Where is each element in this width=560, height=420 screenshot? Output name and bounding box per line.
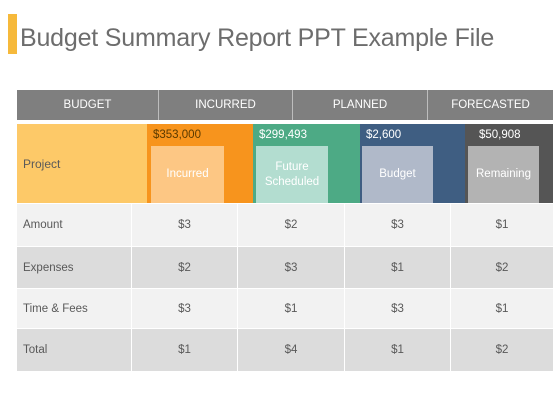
header-forecasted: FORECASTED (451, 99, 530, 111)
budget-block: $2,600 Budget (360, 124, 465, 203)
remaining-value: $50,908 (479, 129, 521, 141)
incurred-card: Incurred (151, 146, 224, 203)
table-cell: $4 (238, 329, 345, 371)
page-title: Budget Summary Report PPT Example File (20, 24, 495, 52)
table-cell: $2 (495, 261, 509, 274)
table-cell: $1 (238, 289, 345, 328)
future-scheduled-value: $299,493 (259, 129, 307, 141)
budget-value: $2,600 (366, 129, 402, 141)
title-accent-bar (8, 14, 17, 54)
table-header-row: BUDGET INCURRED PLANNED FORECASTED (17, 90, 553, 120)
table-cell: $2 (238, 204, 345, 246)
project-row: Project $353,000 Incurred $299,493 Futur… (17, 124, 553, 203)
table-cell: $1 (345, 329, 451, 371)
table-row: Total $1 $4 $1 $2 (17, 328, 553, 371)
table-cell: $1 (132, 329, 238, 371)
header-incurred: INCURRED (159, 90, 293, 120)
budget-card: Budget (362, 146, 433, 203)
table-row: Amount $3 $2 $3 $1 (17, 203, 553, 246)
row-label: Amount (17, 204, 132, 246)
remaining-block: $50,908 Remaining (465, 124, 553, 203)
project-label: Project (17, 124, 147, 203)
table-cell: $1 (495, 219, 509, 231)
header-planned: PLANNED (293, 90, 428, 120)
table-cell: $3 (132, 204, 238, 246)
table-row: Expenses $2 $3 $1 $2 (17, 246, 553, 288)
row-label: Time & Fees (17, 289, 132, 328)
future-scheduled-block: $299,493 Future Scheduled (253, 124, 360, 203)
row-label: Total (17, 329, 132, 371)
table-cell: $3 (345, 204, 451, 246)
table-cell: $1 (345, 247, 451, 288)
future-scheduled-card: Future Scheduled (256, 146, 328, 203)
row-label: Expenses (17, 247, 132, 288)
table-cell: $3 (238, 247, 345, 288)
remaining-card: Remaining (468, 146, 539, 203)
incurred-block: $353,000 Incurred (147, 124, 253, 203)
table-cell: $2 (132, 247, 238, 288)
table-cell: $3 (132, 289, 238, 328)
table-cell: $1 (495, 302, 509, 315)
header-budget: BUDGET (17, 90, 159, 120)
table-cell: $3 (345, 289, 451, 328)
table-row: Time & Fees $3 $1 $3 $1 (17, 288, 553, 328)
table-cell: $2 (495, 344, 509, 356)
incurred-value: $353,000 (153, 129, 201, 141)
